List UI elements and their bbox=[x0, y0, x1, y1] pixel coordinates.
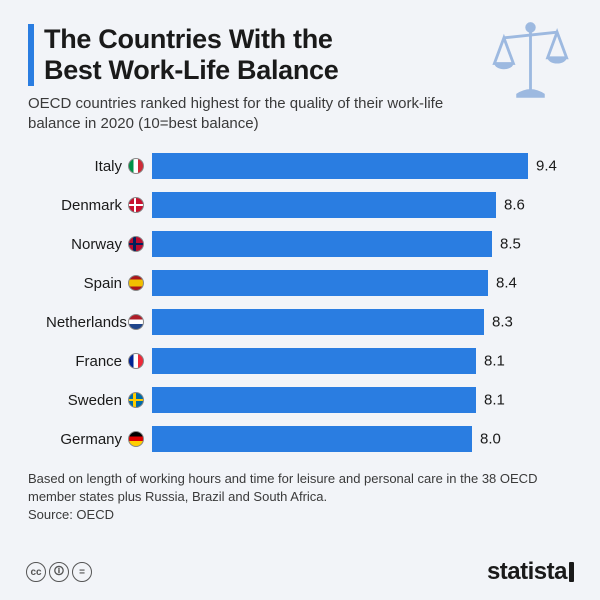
chart-row: Sweden 8.1 bbox=[46, 385, 572, 415]
bar: 8.1 bbox=[152, 387, 476, 413]
brand-text: statista bbox=[487, 558, 567, 586]
scales-icon bbox=[483, 16, 578, 111]
source-label: Source: OECD bbox=[28, 507, 572, 522]
bar-track: 8.6 bbox=[152, 192, 572, 218]
value-label: 8.3 bbox=[492, 314, 513, 331]
country-label: Germany bbox=[46, 431, 128, 448]
chart-row: Denmark 8.6 bbox=[46, 190, 572, 220]
bar-track: 8.1 bbox=[152, 387, 572, 413]
bar-track: 8.0 bbox=[152, 426, 572, 452]
value-label: 8.0 bbox=[480, 431, 501, 448]
footnote: Based on length of working hours and tim… bbox=[28, 470, 572, 505]
bar: 8.5 bbox=[152, 231, 492, 257]
cc-license-icons: cc 🛈 = bbox=[26, 562, 92, 582]
flag-icon bbox=[128, 158, 144, 174]
bar: 8.0 bbox=[152, 426, 472, 452]
country-label: France bbox=[46, 353, 128, 370]
title-line-2: Best Work-Life Balance bbox=[44, 55, 339, 85]
value-label: 8.5 bbox=[500, 236, 521, 253]
bar-track: 9.4 bbox=[152, 153, 572, 179]
bar-track: 8.4 bbox=[152, 270, 572, 296]
title-line-1: The Countries With the bbox=[44, 24, 333, 54]
chart-row: Spain 8.4 bbox=[46, 268, 572, 298]
header: The Countries With the Best Work-Life Ba… bbox=[28, 24, 572, 86]
country-label: Italy bbox=[46, 158, 128, 175]
chart-row: Italy 9.4 bbox=[46, 151, 572, 181]
bar-track: 8.3 bbox=[152, 309, 572, 335]
flag-icon bbox=[128, 275, 144, 291]
value-label: 8.1 bbox=[484, 392, 505, 409]
value-label: 9.4 bbox=[536, 158, 557, 175]
brand-logo: statista bbox=[487, 558, 574, 586]
title-accent-bar bbox=[28, 24, 34, 86]
value-label: 8.1 bbox=[484, 353, 505, 370]
flag-icon bbox=[128, 392, 144, 408]
bar: 8.6 bbox=[152, 192, 496, 218]
country-label: Norway bbox=[46, 236, 128, 253]
country-label: Spain bbox=[46, 275, 128, 292]
flag-icon bbox=[128, 314, 144, 330]
flag-icon bbox=[128, 236, 144, 252]
country-label: Sweden bbox=[46, 392, 128, 409]
country-label: Denmark bbox=[46, 197, 128, 214]
flag-icon bbox=[128, 353, 144, 369]
value-label: 8.4 bbox=[496, 275, 517, 292]
country-label: Netherlands bbox=[46, 314, 128, 331]
bar: 8.1 bbox=[152, 348, 476, 374]
chart-row: Norway 8.5 bbox=[46, 229, 572, 259]
chart-row: Germany 8.0 bbox=[46, 424, 572, 454]
page-title: The Countries With the Best Work-Life Ba… bbox=[44, 24, 339, 86]
bar: 9.4 bbox=[152, 153, 528, 179]
cc-icon: cc bbox=[26, 562, 46, 582]
chart-row: Netherlands 8.3 bbox=[46, 307, 572, 337]
bar-chart: Italy 9.4 Denmark 8.6 Norway 8.5 Spain 8.4 Nethe… bbox=[28, 151, 572, 454]
value-label: 8.6 bbox=[504, 197, 525, 214]
footer: cc 🛈 = statista bbox=[26, 558, 574, 586]
attribution-icon: 🛈 bbox=[49, 562, 69, 582]
chart-row: France 8.1 bbox=[46, 346, 572, 376]
bar-track: 8.5 bbox=[152, 231, 572, 257]
bar: 8.3 bbox=[152, 309, 484, 335]
flag-icon bbox=[128, 431, 144, 447]
bar: 8.4 bbox=[152, 270, 488, 296]
flag-icon bbox=[128, 197, 144, 213]
bar-track: 8.1 bbox=[152, 348, 572, 374]
nd-icon: = bbox=[72, 562, 92, 582]
brand-bar-icon bbox=[569, 562, 574, 582]
